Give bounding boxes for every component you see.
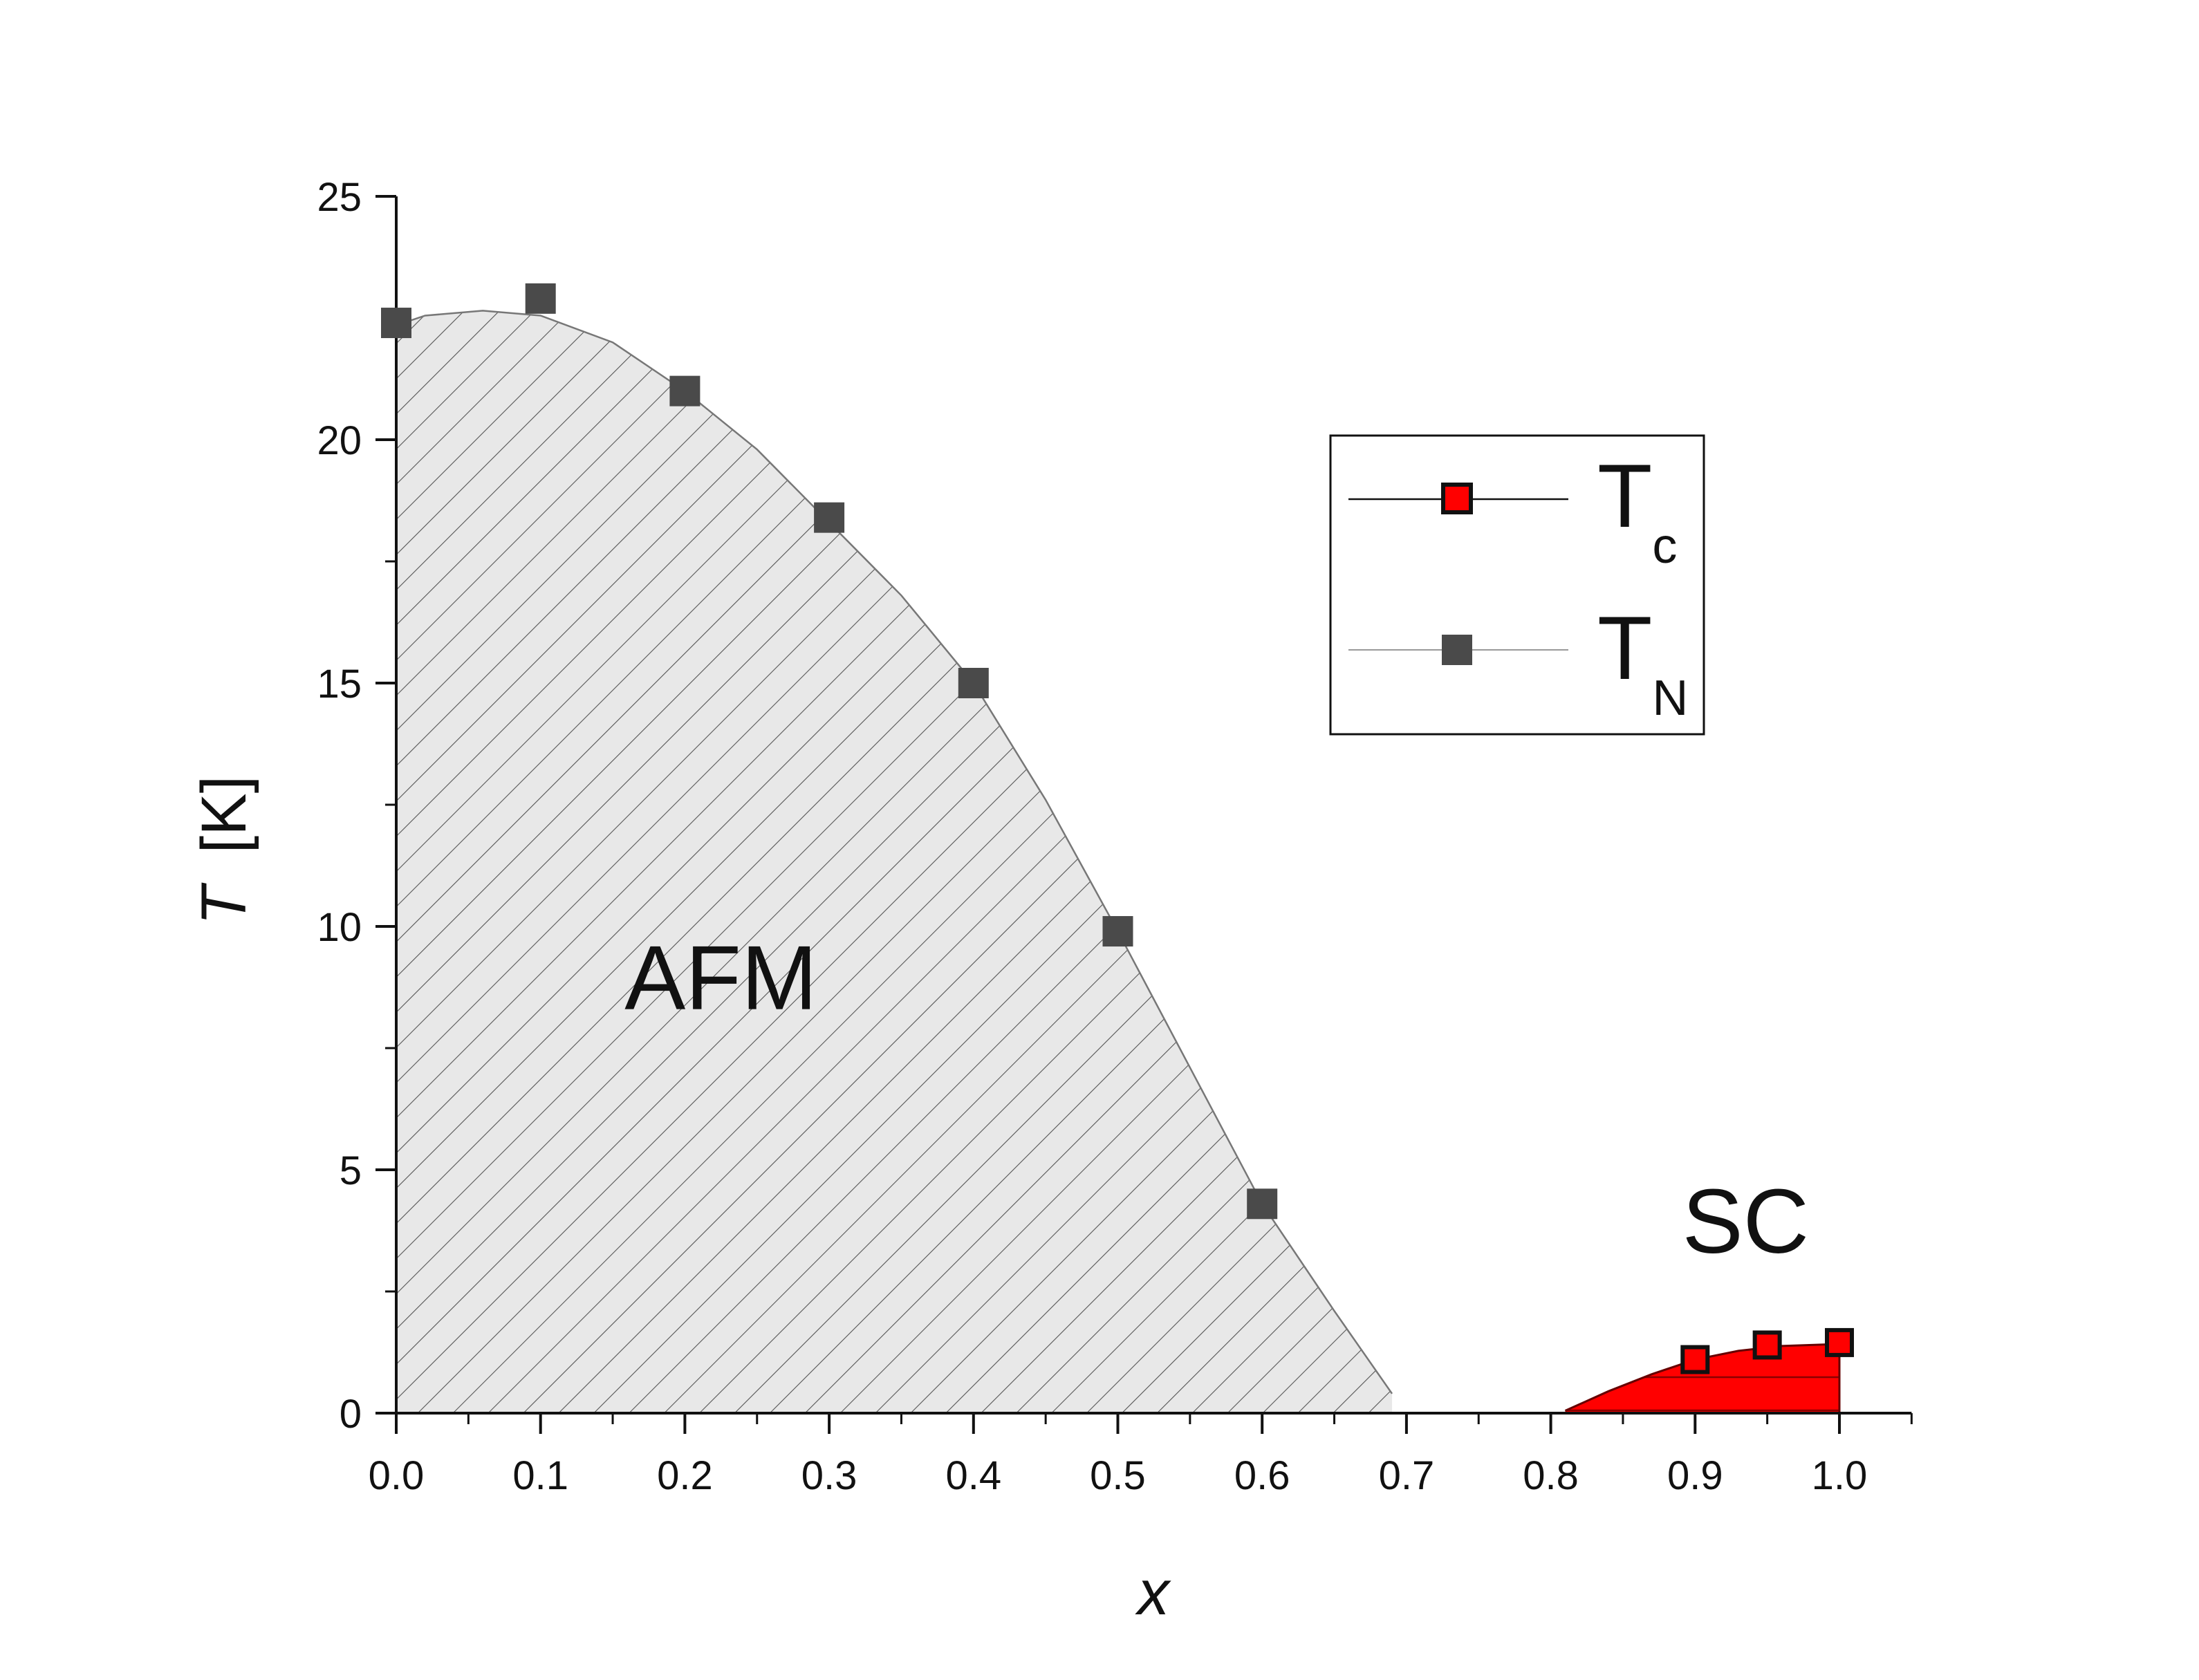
x-tick-label: 0.2 [657, 1453, 713, 1498]
tn-point [525, 283, 556, 314]
y-axis-title: T [K] [189, 776, 259, 925]
tn-point [958, 668, 989, 698]
tn-point [381, 308, 411, 339]
region-hatch-sc [1565, 1344, 1839, 1413]
legend-marker-tc [1441, 483, 1473, 514]
y-tick-label: 0 [340, 1392, 362, 1437]
legend-label-tn: TN [1597, 597, 1688, 726]
y-tick-label: 20 [317, 418, 362, 463]
x-tick-label: 1.0 [1812, 1453, 1868, 1498]
region-hatch-afm [396, 310, 1393, 1414]
x-tick-label: 0.5 [1090, 1453, 1146, 1498]
tc-point [1825, 1327, 1854, 1357]
tn-point [669, 375, 700, 407]
x-axis-title: x [1135, 1558, 1171, 1628]
x-tick-label: 0.9 [1667, 1453, 1723, 1498]
y-axis-symbol: T [189, 882, 259, 925]
y-tick-label: 5 [340, 1148, 362, 1193]
y-axis-unit: [K] [189, 776, 259, 853]
tn-point [814, 502, 845, 533]
tc-point [1752, 1330, 1782, 1360]
tc-point [1680, 1345, 1710, 1374]
axes: 0.0 0.1 0.2 0.3 0.4 0.5 0.6 0.7 0.8 0.9 1.0 0 5 10 15 2… [317, 175, 1913, 1498]
phase-regions [396, 310, 1841, 1414]
legend-sub-tn: N [1652, 671, 1688, 726]
tn-point [1247, 1188, 1278, 1220]
data-points [381, 283, 1854, 1374]
x-tick-label: 0.3 [801, 1453, 857, 1498]
x-tick-label: 0.0 [369, 1453, 425, 1498]
x-tick-label: 0.8 [1523, 1453, 1579, 1498]
y-tick-label: 15 [317, 662, 362, 707]
legend-sub-tc: c [1652, 519, 1677, 574]
region-boundary-afm [396, 310, 1393, 1394]
tn-point [1102, 916, 1133, 947]
region-label-afm: AFM [624, 927, 817, 1029]
x-tick-label: 0.7 [1379, 1453, 1435, 1498]
y-tick-label: 25 [317, 175, 362, 220]
y-tick-label: 10 [317, 905, 362, 950]
legend: Tc TN [1329, 434, 1705, 736]
legend-marker-tn [1442, 635, 1472, 665]
region-label-sc: SC [1682, 1170, 1809, 1272]
legend-box [1329, 434, 1705, 736]
x-tick-label: 0.4 [945, 1453, 1001, 1498]
x-tick-label: 0.6 [1234, 1453, 1290, 1498]
x-tick-label: 0.1 [512, 1453, 568, 1498]
legend-label-tc: Tc [1597, 445, 1677, 574]
